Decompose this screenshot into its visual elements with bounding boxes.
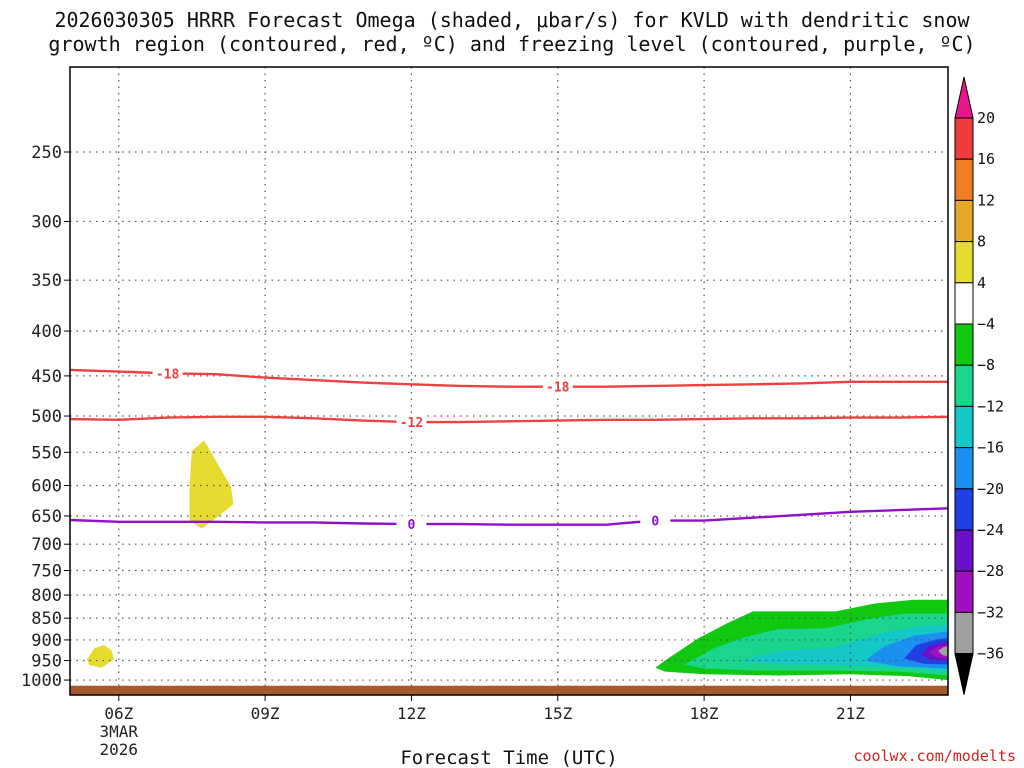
contour-label-bg bbox=[396, 414, 427, 431]
colorbar-label: 20 bbox=[977, 109, 995, 127]
colorbar-label: 16 bbox=[977, 150, 995, 168]
colorbar-label: 8 bbox=[977, 233, 986, 251]
y-axis: 2503003504004505005506006507007508008509… bbox=[21, 143, 70, 691]
colorbar-label: −32 bbox=[977, 603, 1004, 621]
y-tick-label-400: 400 bbox=[31, 322, 62, 342]
contour-label-bg bbox=[640, 512, 671, 529]
colorbar-bin bbox=[954, 282, 974, 325]
chart-title: 2026030305 HRRR Forecast Omega (shaded, … bbox=[0, 8, 1024, 56]
x-tick-label-12Z: 12Z bbox=[397, 704, 426, 723]
contour-label-dgz-minus18: -18 bbox=[156, 367, 180, 382]
contour-label-freezing-level-0c: 0 bbox=[651, 515, 659, 530]
region-upward-motion-649 bbox=[189, 440, 234, 529]
x-tick-label-15Z: 15Z bbox=[543, 704, 572, 723]
y-tick-label-300: 300 bbox=[31, 212, 62, 232]
colorbar-label: −8 bbox=[977, 356, 995, 374]
y-tick-label-650: 650 bbox=[31, 507, 62, 527]
contour-layer: -18 -18 -12 0 0 bbox=[70, 365, 948, 533]
x-tick-label-09Z: 09Z bbox=[251, 704, 280, 723]
colorbar-bin bbox=[954, 570, 974, 613]
x-axis-label: Forecast Time (UTC) bbox=[400, 747, 617, 768]
title-line-1: 2026030305 HRRR Forecast Omega (shaded, … bbox=[54, 8, 970, 32]
colorbar-label: −4 bbox=[977, 315, 995, 333]
credit-text: coolwx.com/modelts bbox=[853, 747, 1016, 765]
terrain-layer bbox=[70, 685, 948, 695]
y-tick-label-800: 800 bbox=[31, 586, 62, 606]
x-tick-label-18Z: 18Z bbox=[690, 704, 719, 723]
contour-label-dgz-minus12: -12 bbox=[400, 416, 423, 431]
y-tick-label-950: 950 bbox=[31, 652, 62, 672]
title-line-2: growth region (contoured, red, ºC) and f… bbox=[48, 32, 976, 56]
colorbar-label: 12 bbox=[977, 191, 995, 209]
colorbar-bin bbox=[954, 241, 974, 284]
colorbar-bin bbox=[954, 447, 974, 490]
colorbar: 20 16 12 8 4 −4 −8 −12 −16 −20 −24 −28 −32 −36 bbox=[954, 76, 1004, 695]
y-tick-label-450: 450 bbox=[31, 367, 62, 387]
y-tick-label-250: 250 bbox=[31, 143, 62, 163]
y-tick-label-750: 750 bbox=[31, 561, 62, 581]
y-tick-label-500: 500 bbox=[31, 407, 62, 427]
contour-dgz-minus12 bbox=[70, 415, 948, 424]
colorbar-label: −16 bbox=[977, 439, 1004, 457]
region-descent-36 bbox=[938, 646, 948, 657]
y-tick-label-700: 700 bbox=[31, 535, 62, 555]
y-tick-label-350: 350 bbox=[31, 271, 62, 291]
colorbar-label: −36 bbox=[977, 645, 1004, 663]
region-upward-motion-943 bbox=[87, 645, 114, 668]
y-tick-label-900: 900 bbox=[31, 631, 62, 651]
colorbar-label: −20 bbox=[977, 480, 1004, 498]
contour-label-freezing-level-0c: 0 bbox=[408, 518, 416, 533]
y-tick-label-1000: 1000 bbox=[21, 671, 62, 691]
y-tick-label-550: 550 bbox=[31, 443, 62, 463]
x-tick-sublabel: 3MAR bbox=[100, 722, 139, 741]
colorbar-bottom-arrow bbox=[954, 653, 974, 695]
contour-dgz-minus18 bbox=[70, 368, 948, 388]
colorbar-bin bbox=[954, 611, 974, 655]
plot-frame bbox=[69, 66, 949, 696]
colorbar-bin bbox=[954, 488, 974, 531]
x-tick-label-06Z: 06Z bbox=[104, 704, 133, 723]
y-tick-label-850: 850 bbox=[31, 609, 62, 629]
colorbar-bin bbox=[954, 323, 974, 366]
colorbar-label: 4 bbox=[977, 274, 986, 292]
colorbar-bin bbox=[954, 199, 974, 243]
colorbar-top-arrow bbox=[954, 76, 974, 119]
colorbar-bin bbox=[954, 364, 974, 407]
colorbar-bin bbox=[954, 117, 974, 160]
x-tick-label-21Z: 21Z bbox=[836, 704, 865, 723]
colorbar-bin bbox=[954, 158, 974, 201]
colorbar-bin bbox=[954, 405, 974, 449]
contour-label-bg bbox=[152, 365, 183, 382]
colorbar-bin bbox=[954, 529, 974, 572]
colorbar-label: −28 bbox=[977, 562, 1004, 580]
terrain-ground bbox=[70, 685, 948, 695]
gridlines bbox=[70, 67, 948, 695]
contour-freezing-level-0c bbox=[70, 507, 948, 526]
colorbar-label: −12 bbox=[977, 397, 1004, 415]
colorbar-label: −24 bbox=[977, 521, 1004, 539]
contour-label-dgz-minus18: -18 bbox=[546, 381, 570, 396]
contour-label-bg bbox=[542, 378, 573, 395]
omega-shading-layer bbox=[87, 440, 948, 681]
y-tick-label-600: 600 bbox=[31, 476, 62, 496]
x-tick-sublabel: 2026 bbox=[100, 740, 139, 759]
contour-label-bg bbox=[396, 516, 427, 533]
